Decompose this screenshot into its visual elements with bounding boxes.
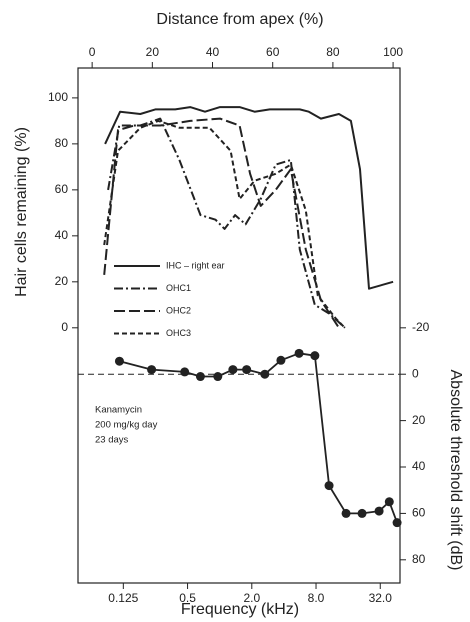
data-point [276,355,286,365]
y2-axis-title: Absolute threshold shift (dB) [447,370,464,571]
data-point [213,372,223,382]
plot-frame [77,67,401,584]
annotation: Kanamycin [95,405,142,416]
y-tick-label: 100 [48,90,68,104]
x2-tick-label: 40 [206,45,220,59]
data-point [195,372,205,382]
y2-tick-label: -20 [412,320,430,334]
x2-axis-title: Distance from apex (%) [156,11,323,28]
series-line [119,352,398,524]
data-point [324,481,334,491]
data-point [384,497,394,507]
y-tick-label: 20 [55,274,69,288]
data-point [310,351,320,361]
y-tick-label: 0 [61,320,68,334]
y2-tick-label: 40 [412,459,426,473]
x-tick-label: 2.0 [243,591,260,605]
series-line [103,117,340,329]
y2-tick-label: 20 [412,413,426,427]
series-line [103,119,346,329]
data-point [357,508,367,518]
x-axis-title: Frequency (kHz) [181,601,299,618]
x2-tick-label: 60 [266,45,280,59]
x2-tick-label: 0 [89,45,96,59]
data-point [374,506,384,516]
x2-tick-label: 80 [326,45,340,59]
data-point [294,348,304,358]
legend-label: OHC3 [166,328,191,338]
series-line [104,106,394,290]
legend-label: OHC2 [166,305,191,315]
x-tick-label: 8.0 [308,591,325,605]
annotation: 23 days [95,435,129,446]
data-point [392,518,402,528]
data-point [147,365,157,375]
data-point [341,508,351,518]
x-tick-label: 0.5 [179,591,196,605]
legend-label: OHC1 [166,283,191,293]
annotation: 200 mg/kg day [95,420,158,431]
y2-tick-label: 0 [412,366,419,380]
x-tick-label: 32.0 [369,591,393,605]
y-tick-label: 40 [55,228,69,242]
data-point [260,369,270,379]
data-point [180,367,190,377]
data-point [228,365,238,375]
y-axis-title: Hair cells remaining (%) [13,127,30,297]
data-point [114,356,124,366]
x-tick-label: 0.125 [108,591,138,605]
x2-tick-label: 20 [146,45,160,59]
y2-tick-label: 80 [412,552,426,566]
data-point [242,365,252,375]
series-line [107,117,346,329]
x2-tick-label: 100 [383,45,403,59]
y-tick-label: 80 [55,136,69,150]
legend-label: IHC – right ear [166,260,225,270]
y2-tick-label: 60 [412,506,426,520]
y-tick-label: 60 [55,182,69,196]
